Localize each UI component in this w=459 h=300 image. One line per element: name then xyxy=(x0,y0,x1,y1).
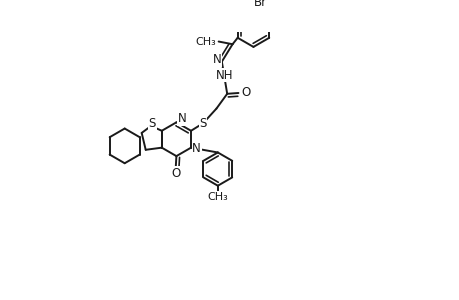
Text: N: N xyxy=(212,53,221,66)
Text: O: O xyxy=(171,167,180,180)
Text: S: S xyxy=(148,117,156,130)
Text: CH₃: CH₃ xyxy=(207,192,228,202)
Text: CH₃: CH₃ xyxy=(196,37,216,46)
Text: S: S xyxy=(199,117,207,130)
Text: N: N xyxy=(192,142,201,155)
Text: NH: NH xyxy=(215,68,233,82)
Text: Br: Br xyxy=(253,0,267,9)
Text: N: N xyxy=(177,112,186,125)
Text: O: O xyxy=(241,86,250,100)
